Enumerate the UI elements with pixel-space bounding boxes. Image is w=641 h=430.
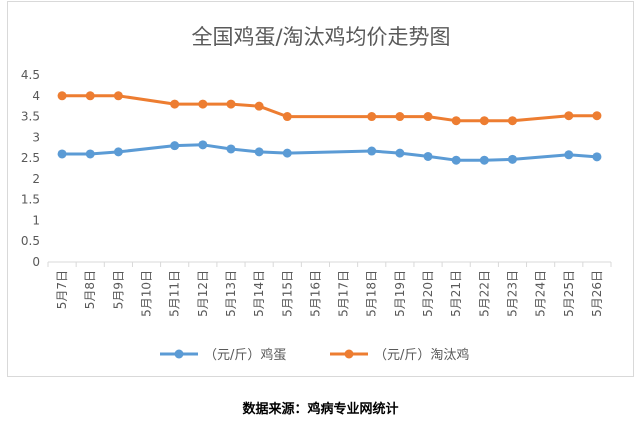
data-point xyxy=(451,155,461,165)
x-tick-label: 5月14日 xyxy=(252,270,266,317)
data-point xyxy=(57,149,67,159)
x-tick-label: 5月12日 xyxy=(196,270,210,317)
data-point xyxy=(170,99,180,109)
line-chart: 全国鸡蛋/淘汰鸡均价走势图 00.511.522.533.544.5 5月7日 5… xyxy=(21,25,612,363)
legend: （元/斤）鸡蛋 （元/斤）淘汰鸡 xyxy=(160,347,469,363)
y-tick-label: 4 xyxy=(32,89,40,103)
x-tick-label: 5月25日 xyxy=(562,270,576,317)
x-tick-label: 5月16日 xyxy=(308,270,322,317)
x-tick-label: 5月23日 xyxy=(505,270,519,317)
x-tick-label: 5月21日 xyxy=(449,270,463,317)
series-line-1 xyxy=(62,94,597,123)
data-point xyxy=(254,147,264,157)
x-tick-label: 5月26日 xyxy=(590,270,604,317)
source-note: 数据来源：鸡病专业网统计 xyxy=(242,402,399,417)
chart-title: 全国鸡蛋/淘汰鸡均价走势图 xyxy=(191,25,450,49)
legend-swatch-marker xyxy=(344,349,354,359)
data-point xyxy=(113,91,123,101)
x-tick-label: 5月13日 xyxy=(224,270,238,317)
y-tick-label: 1 xyxy=(32,213,40,227)
data-point xyxy=(395,148,405,158)
y-tick-label: 3.5 xyxy=(21,110,40,124)
x-tick-label: 5月22日 xyxy=(477,270,491,317)
data-point xyxy=(226,144,236,154)
chart-frame: 全国鸡蛋/淘汰鸡均价走势图 0 0.5 1 1.5 2 2.5 3 3.5 4 4.5 5月7日 5… xyxy=(7,1,634,377)
data-point xyxy=(113,147,123,157)
x-tick-label: 5月7日 xyxy=(55,270,69,309)
data-point xyxy=(367,146,377,156)
x-tick-label: 5月20日 xyxy=(421,270,435,317)
data-point xyxy=(592,152,602,162)
data-point xyxy=(282,112,292,122)
legend-swatch-marker xyxy=(174,349,184,359)
x-tick-label: 5月24日 xyxy=(534,270,548,317)
data-point xyxy=(507,116,517,126)
data-point xyxy=(226,99,236,109)
y-tick-label: 1.5 xyxy=(21,193,40,207)
data-point xyxy=(198,140,208,150)
data-point xyxy=(564,150,574,160)
data-point xyxy=(57,91,67,101)
data-point xyxy=(564,111,574,121)
data-point xyxy=(85,91,95,101)
y-tick-label: 0.5 xyxy=(21,234,40,248)
y-tick-label: 3 xyxy=(32,130,40,144)
x-axis: 5月7日 5月8日 5月9日 5月10日 5月11日 5月12日 5月13日 5月14日 5月1… xyxy=(47,261,612,317)
data-point xyxy=(282,148,292,158)
legend-label: （元/斤）鸡蛋 xyxy=(204,347,286,363)
x-tick-label: 5月19日 xyxy=(393,270,407,317)
y-tick-label: 4.5 xyxy=(21,68,40,82)
legend-label: （元/斤）淘汰鸡 xyxy=(374,347,469,363)
data-point xyxy=(85,149,95,159)
x-tick-label: 5月15日 xyxy=(280,270,294,317)
x-tick-label: 5月9日 xyxy=(111,270,125,309)
x-tick-label: 5月10日 xyxy=(140,270,154,317)
data-point xyxy=(423,151,433,161)
data-point xyxy=(198,99,208,109)
y-tick-label: 2 xyxy=(32,172,40,186)
y-axis: 0 0.5 1 1.5 2 2.5 3 3.5 4 4.5 xyxy=(21,68,40,269)
x-tick-label: 5月8日 xyxy=(83,270,97,309)
data-point xyxy=(395,112,405,122)
x-tick-label: 5月18日 xyxy=(365,270,379,317)
x-tick-label: 5月11日 xyxy=(168,270,182,317)
data-point xyxy=(507,154,517,164)
data-point xyxy=(254,101,264,111)
data-point xyxy=(592,111,602,121)
data-point xyxy=(479,116,489,126)
data-point xyxy=(423,112,433,122)
data-point xyxy=(367,112,377,122)
data-point xyxy=(479,155,489,165)
series-line-0 xyxy=(62,143,598,162)
y-tick-label: 0 xyxy=(32,255,40,269)
data-point xyxy=(451,116,461,126)
y-tick-label: 2.5 xyxy=(21,151,40,165)
data-point xyxy=(170,141,180,151)
series-layer xyxy=(57,91,602,165)
x-tick-label: 5月17日 xyxy=(337,270,351,317)
